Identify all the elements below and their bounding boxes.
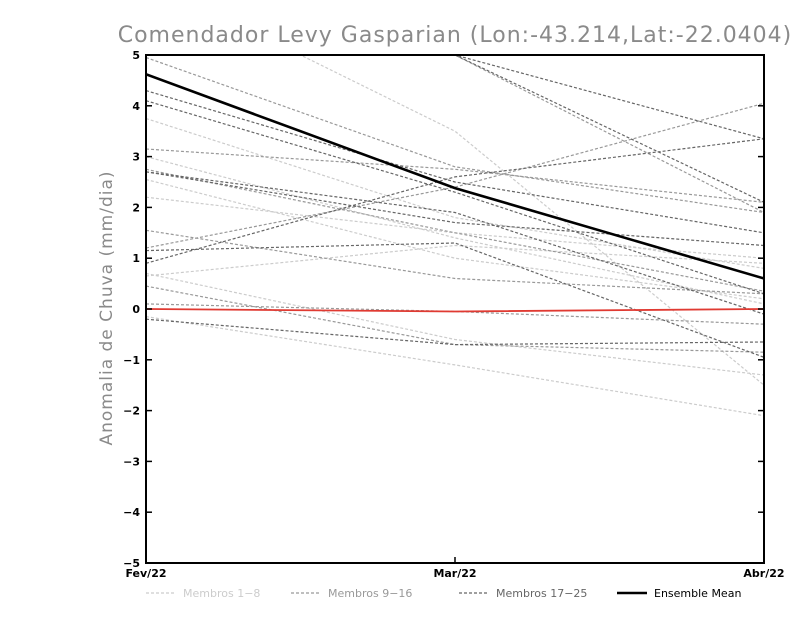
member-line-m23 xyxy=(147,242,764,358)
member-line-m5 xyxy=(147,156,764,305)
member-line-m7 xyxy=(147,179,764,300)
y-tick-label: −4 xyxy=(123,506,140,519)
y-tick-label: 2 xyxy=(132,201,140,214)
member-line-m11 xyxy=(147,102,764,249)
member-line-m12 xyxy=(147,285,764,353)
member-line-m18 xyxy=(147,171,764,247)
y-tick-label: 1 xyxy=(132,252,140,265)
member-line-m24 xyxy=(147,100,764,295)
member-line-m20 xyxy=(147,318,764,346)
member-line-m3 xyxy=(147,244,764,277)
member-line-m6 xyxy=(299,55,764,386)
x-tick-label: Abr/22 xyxy=(743,567,784,580)
member-line-m19 xyxy=(147,138,764,264)
member-line-m2 xyxy=(147,196,764,259)
x-tick-label: Mar/22 xyxy=(433,567,476,580)
y-tick-label: −5 xyxy=(123,557,140,570)
x-tick-label: Fev/22 xyxy=(125,567,166,580)
ensemble-mean-line xyxy=(147,73,764,280)
y-tick-label: −2 xyxy=(123,405,140,418)
member-line-m10 xyxy=(147,148,764,203)
y-axis-label: Anomalia de Chuva (mm/dia) xyxy=(97,170,117,445)
x-axis-ticks: Fev/22 Mar/22 Abr/22 xyxy=(125,557,785,580)
member-line-m9 xyxy=(147,57,764,214)
member-line-m14 xyxy=(147,229,764,295)
member-line-m13 xyxy=(147,168,764,292)
legend-label: Ensemble Mean xyxy=(654,587,741,600)
y-tick-label: −1 xyxy=(123,354,140,367)
member-line-m21 xyxy=(450,55,764,140)
y-tick-label: 0 xyxy=(132,303,140,316)
legend-label: Membros 9−16 xyxy=(328,587,412,600)
member-line-m15 xyxy=(147,303,764,325)
member-line-m8 xyxy=(147,273,764,376)
member-line-m22 xyxy=(147,171,764,315)
member-line-m4 xyxy=(147,316,764,417)
y-tick-label: 5 xyxy=(132,49,140,62)
y-tick-label: −3 xyxy=(123,455,140,468)
member-line-m17 xyxy=(147,90,764,234)
chart-title: Comendador Levy Gasparian (Lon:-43.214,L… xyxy=(118,23,793,48)
legend-label: Membros 1−8 xyxy=(183,587,260,600)
y-tick-label: 3 xyxy=(132,151,140,164)
legend: Membros 1−8 Membros 9−16 Membros 17−25 Ense… xyxy=(146,587,741,600)
legend-label: Membros 17−25 xyxy=(496,587,587,600)
y-axis-ticks: 5 4 3 2 1 0 −1 −2 −3 −4 −5 xyxy=(123,49,764,570)
zero-reference-line xyxy=(147,308,764,313)
series-layer xyxy=(147,55,764,417)
y-tick-label: 4 xyxy=(132,100,140,113)
